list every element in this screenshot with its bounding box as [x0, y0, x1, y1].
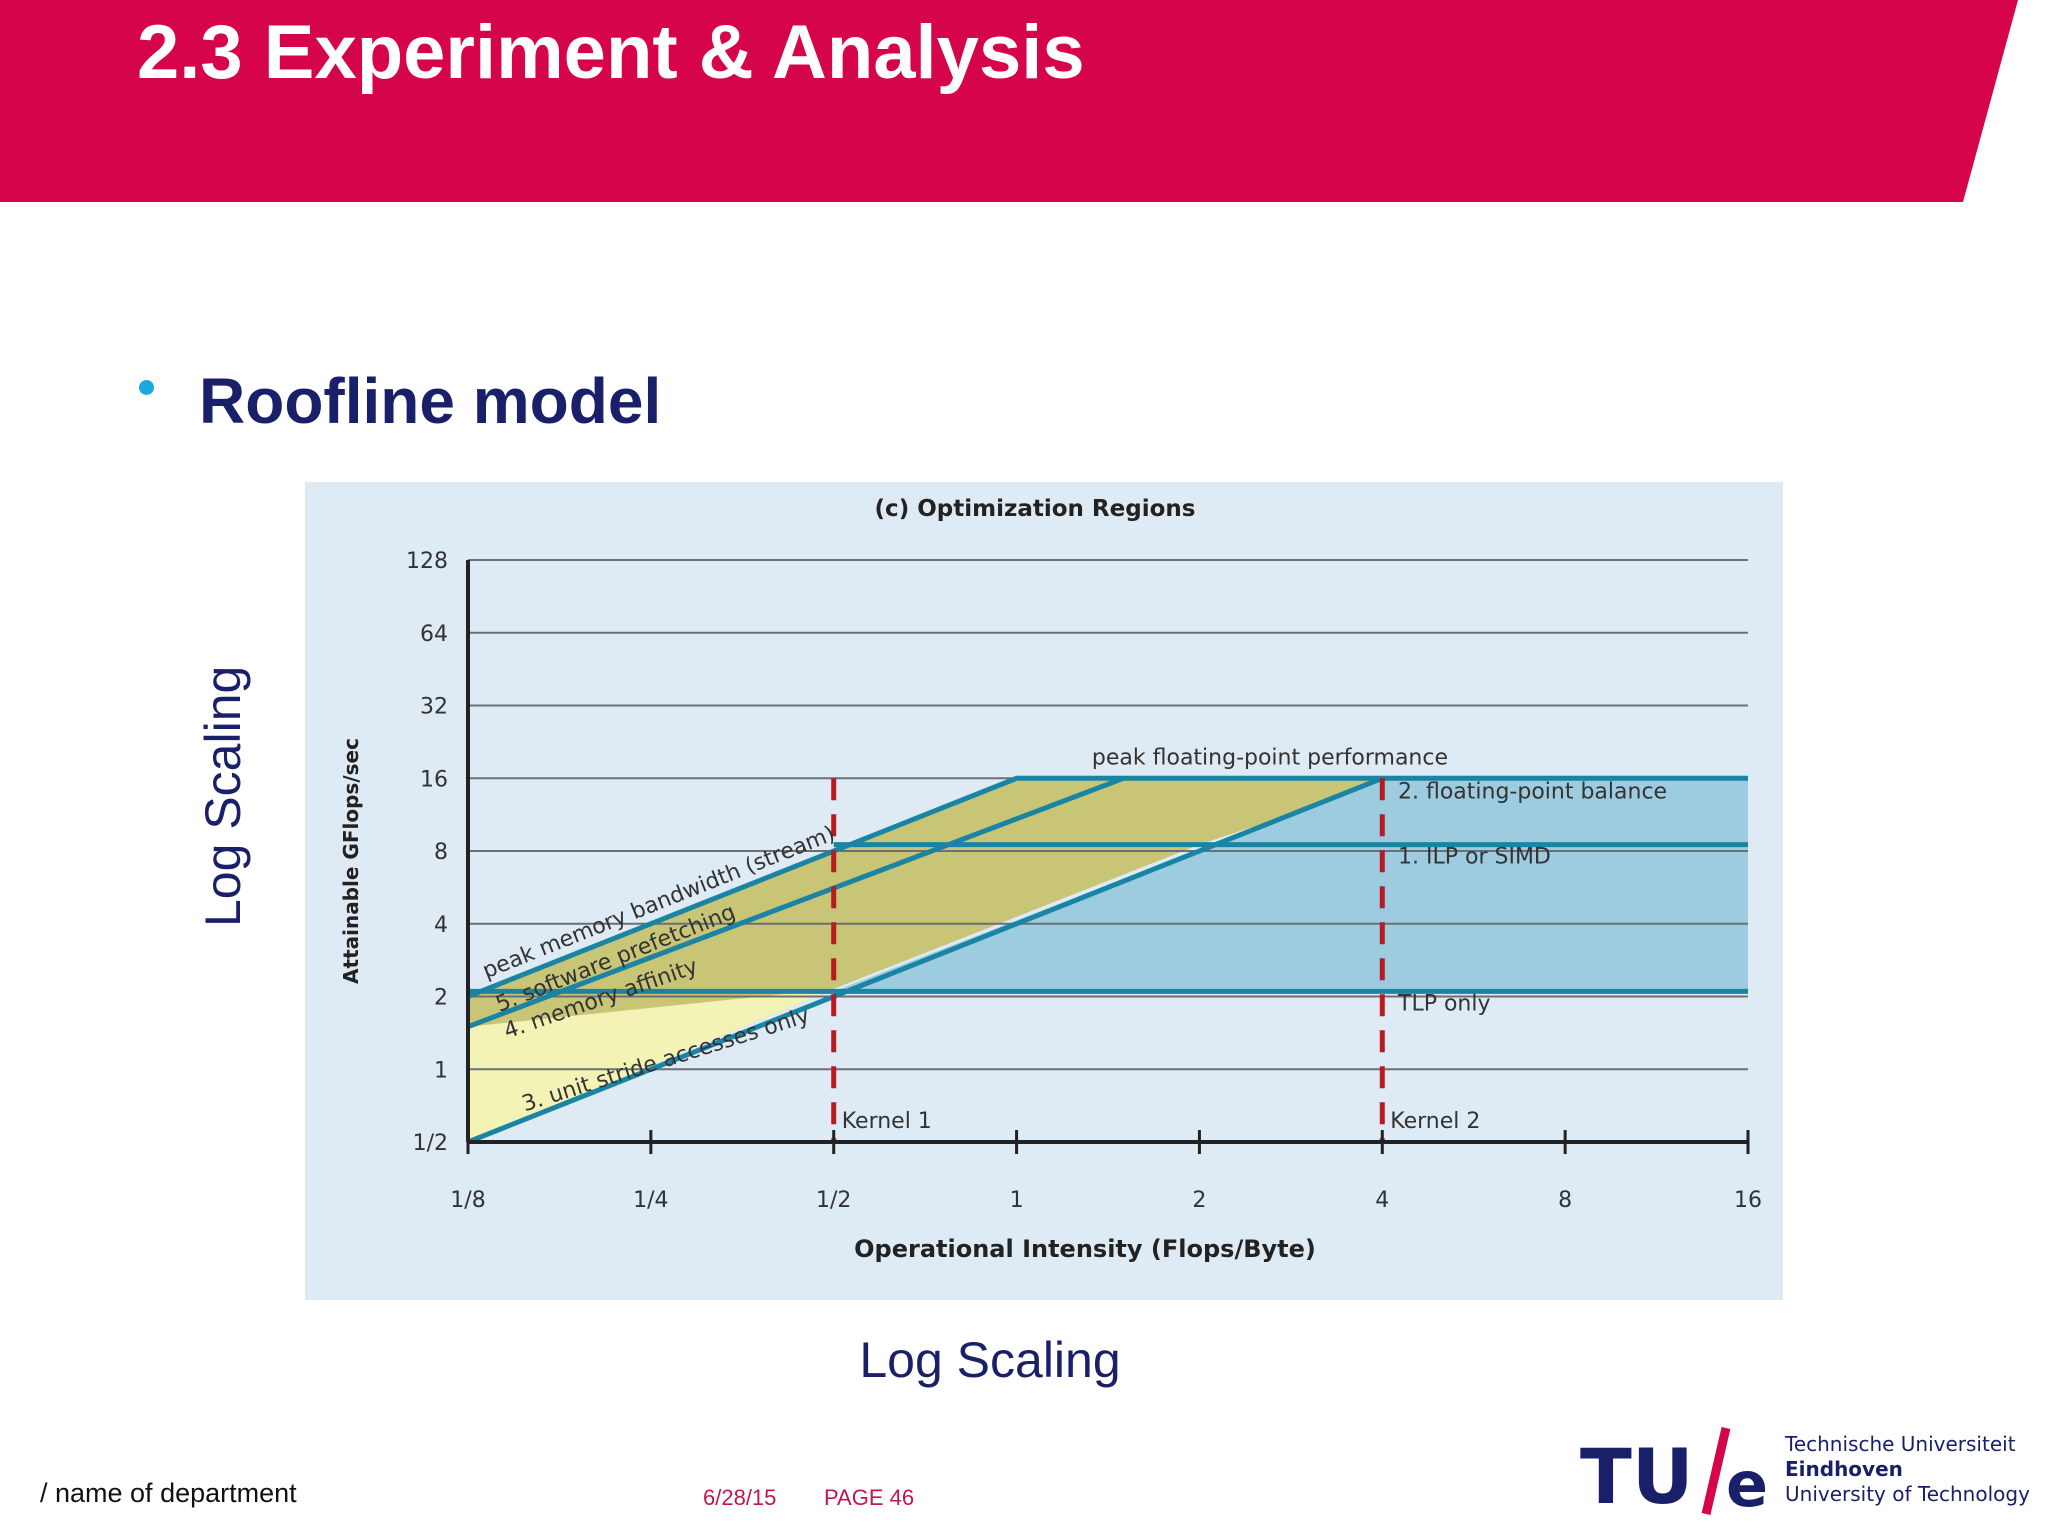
y-tick-label-64: 64 [420, 622, 448, 647]
kernel-label-2: Kernel 2 [1390, 1109, 1480, 1134]
x-tick-label-1-8: 1/8 [450, 1188, 485, 1213]
tue-logo-tu: TU [1580, 1432, 1694, 1520]
y-tick-label-32: 32 [420, 695, 448, 720]
tue-logo-slash [1701, 1426, 1731, 1516]
tue-logo-e: e [1726, 1448, 1768, 1520]
tue-logo-text: Technische Universiteit Eindhoven Univer… [1785, 1432, 2030, 1507]
tue-logo-line-2: Eindhoven [1785, 1457, 1903, 1481]
roofline-chart: Kernel 1 Kernel 2 1/8 1/4 1/2 1 2 4 8 16 1/2 1 2 4 8 16… [305, 482, 1783, 1300]
chart-title: (c) Optimization Regions [875, 496, 1196, 522]
slide-title: 2.3 Experiment & Analysis [137, 10, 1085, 95]
tue-logo-line-1: Technische Universiteit [1785, 1432, 2016, 1456]
x-tick-label-2: 2 [1192, 1188, 1206, 1213]
kernel-label-1: Kernel 1 [842, 1109, 932, 1134]
x-tick-label-1-2: 1/2 [816, 1188, 851, 1213]
x-tick-label-4: 4 [1375, 1188, 1389, 1213]
y-tick-label-128: 128 [406, 549, 448, 574]
footer-date: 6/28/15 [703, 1485, 777, 1510]
header-band [0, 0, 2018, 202]
y-tick-label-16: 16 [420, 767, 448, 792]
y-tick-label-1-2: 1/2 [413, 1131, 448, 1156]
roofline-chart-svg: Kernel 1 Kernel 2 1/8 1/4 1/2 1 2 4 8 16 1/2 1 2 4 8 16… [305, 482, 1783, 1300]
x-tick-label-16: 16 [1734, 1188, 1762, 1213]
log-scaling-x-label: Log Scaling [859, 1332, 1121, 1388]
tue-logo: TU e Technische Universiteit Eindhoven U… [1578, 1420, 2038, 1520]
y-axis-title: Attainable GFlops/sec [339, 738, 363, 984]
log-scaling-y-label: Log Scaling [195, 665, 251, 927]
bullet-dot [139, 380, 154, 395]
line-label-2-floating-point-balance: 2. floating-point balance [1398, 779, 1667, 804]
series-5-software-prefetching [467, 775, 1125, 1030]
series-peak-memory-bandwidth-stream [467, 775, 1748, 999]
region-compute [833, 778, 1748, 992]
y-tick-label-4: 4 [434, 913, 448, 938]
footer-department: / name of department [40, 1478, 297, 1508]
tue-logo-mark: TU e [1580, 1426, 1768, 1520]
x-tick-label-1-4: 1/4 [633, 1188, 668, 1213]
x-axis-title: Operational Intensity (Flops/Byte) [854, 1235, 1316, 1263]
line-label-peak-floating-point-performance: peak floating-point performance [1092, 745, 1448, 770]
line-label-tlp-only: TLP only [1397, 992, 1491, 1017]
tue-logo-line-3: University of Technology [1785, 1482, 2030, 1506]
x-tick-label-8: 8 [1558, 1188, 1572, 1213]
y-tick-label-1: 1 [434, 1058, 448, 1083]
header-band-shape [0, 0, 2018, 202]
region-memory-middle [468, 778, 1383, 1142]
x-tick-label-1: 1 [1010, 1188, 1024, 1213]
y-tick-label-2: 2 [434, 986, 448, 1011]
series-3-unit-stride-accesses-only [467, 775, 1384, 1145]
line-label-1-ilp-or-simd: 1. ILP or SIMD [1398, 845, 1551, 870]
footer-page-number: PAGE 46 [824, 1485, 915, 1510]
y-tick-label-8: 8 [434, 840, 448, 865]
bullet-heading: Roofline model [199, 365, 662, 437]
